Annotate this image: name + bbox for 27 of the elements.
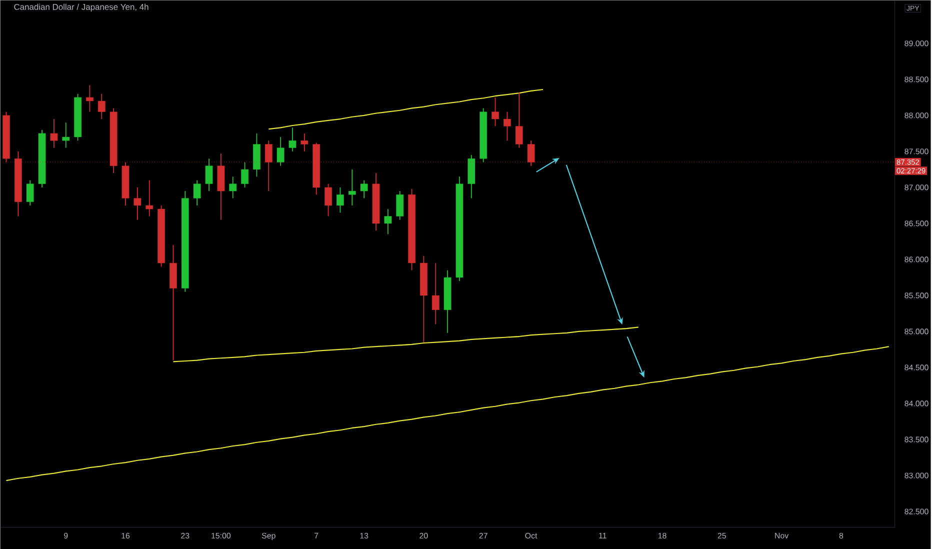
candlestick <box>504 111 511 141</box>
candlestick <box>432 262 440 325</box>
candlestick <box>205 158 213 192</box>
candlestick <box>288 127 296 152</box>
candlestick <box>276 136 284 166</box>
candlestick <box>146 180 154 217</box>
candlestick <box>515 92 523 148</box>
candlestick <box>98 93 106 120</box>
candlestick <box>360 180 368 199</box>
candlestick <box>50 118 58 148</box>
chart-title: Canadian Dollar / Japanese Yen, 4h <box>14 4 148 12</box>
candlestick <box>134 186 142 220</box>
candlestick <box>300 132 308 152</box>
candlestick <box>492 96 499 127</box>
candlestick <box>241 162 248 188</box>
candlestick <box>193 180 201 206</box>
candlestick <box>324 183 332 217</box>
candlestick <box>336 186 344 213</box>
candlestick <box>348 168 356 206</box>
candlestick <box>396 190 404 220</box>
candlestick <box>86 84 94 112</box>
line-series <box>6 346 890 481</box>
candlestick <box>62 122 70 148</box>
line-series <box>268 88 544 130</box>
candlestick <box>229 176 237 199</box>
candlestick <box>26 180 34 206</box>
candlestick <box>384 208 392 235</box>
